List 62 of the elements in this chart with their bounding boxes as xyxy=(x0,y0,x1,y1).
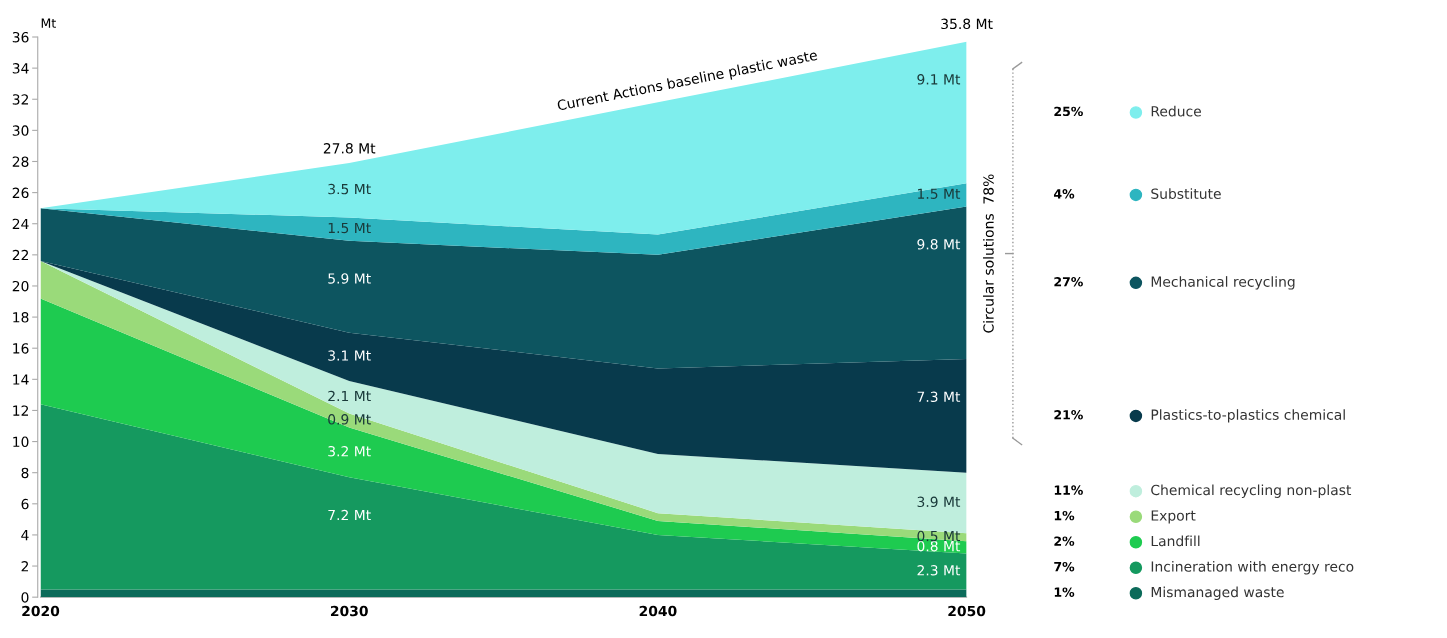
data-label: 2.1 Mt xyxy=(328,390,371,402)
y-tick-label: 22 xyxy=(12,249,29,261)
legend-label: Mismanaged waste xyxy=(1151,586,1284,600)
annotation: 27.8 Mt xyxy=(323,143,376,154)
data-label: 3.2 Mt xyxy=(328,445,371,457)
y-axis-title: Mt xyxy=(41,18,56,28)
text: 1% xyxy=(1054,510,1075,521)
y-tick-label: 24 xyxy=(12,218,29,229)
legend-label: Substitute xyxy=(1151,188,1221,199)
data-label: 7.2 Mt xyxy=(328,509,371,521)
text: 11% xyxy=(1054,485,1083,495)
y-tick-label: 36 xyxy=(12,31,29,43)
data-label: 3.1 Mt xyxy=(328,350,371,361)
legend-label: Reduce xyxy=(1151,105,1201,117)
text: 4% xyxy=(1053,189,1075,199)
y-tick-label: 32 xyxy=(12,94,29,105)
y-tick-label: 10 xyxy=(13,436,29,448)
data-label: 5.9 Mt xyxy=(328,273,371,284)
legend-label: Plastics-to-plastics chemical xyxy=(1151,409,1345,423)
y-tick-label: 14 xyxy=(13,374,29,385)
annotation: Current Actions baseline plastic waste xyxy=(556,49,819,114)
x-tick-label: 2040 xyxy=(639,605,677,617)
data-label: 9.8 Mt xyxy=(917,239,961,250)
data-label: 3.5 Mt xyxy=(328,183,371,195)
legend-label: Chemical recycling non-plast xyxy=(1151,484,1352,498)
text: 1% xyxy=(1054,587,1075,597)
data-label: 1.5 Mt xyxy=(918,188,961,199)
legend-label: Export xyxy=(1151,510,1196,524)
y-tick-label: 30 xyxy=(12,125,29,136)
legend-label: Mechanical recycling xyxy=(1151,276,1295,290)
text: 27% xyxy=(1054,277,1083,287)
data-label: 0.5 Mt xyxy=(917,530,961,542)
data-label: 7.3 Mt xyxy=(917,391,961,403)
annotation: 35.8 Mt xyxy=(941,18,993,30)
data-label: 2.3 Mt xyxy=(917,565,961,576)
legend-label: Landfill xyxy=(1151,535,1200,547)
y-tick-label: 2 xyxy=(21,561,29,572)
y-tick-label: 18 xyxy=(13,312,29,323)
y-tick-label: 4 xyxy=(21,530,29,541)
y-tick-label: 12 xyxy=(13,405,29,416)
x-tick-label: 2050 xyxy=(948,605,986,617)
x-tick-label: 2030 xyxy=(330,605,368,617)
text: 25% xyxy=(1054,106,1083,117)
legend-label: Incineration with energy reco xyxy=(1151,561,1354,575)
text: 7% xyxy=(1054,561,1075,572)
y-tick-label: 26 xyxy=(12,187,29,199)
y-tick-label: 6 xyxy=(21,498,29,510)
y-tick-label: 34 xyxy=(12,63,29,74)
data-label: 1.5 Mt xyxy=(328,222,371,234)
data-label: 0.8 Mt xyxy=(917,540,961,552)
data-label: 9.1 Mt xyxy=(917,74,961,85)
text: Circular solutions 78% xyxy=(983,174,994,333)
data-label: 3.9 Mt xyxy=(917,496,961,508)
y-tick-label: 8 xyxy=(21,467,29,479)
y-tick-label: 20 xyxy=(12,280,29,292)
y-tick-label: 0 xyxy=(21,592,29,603)
y-tick-label: 16 xyxy=(13,343,29,354)
y-tick-label: 28 xyxy=(12,156,29,167)
text: 2% xyxy=(1054,536,1075,546)
x-tick-label: 2020 xyxy=(22,605,60,617)
text: 21% xyxy=(1054,410,1083,420)
data-label: 0.9 Mt xyxy=(328,414,371,425)
